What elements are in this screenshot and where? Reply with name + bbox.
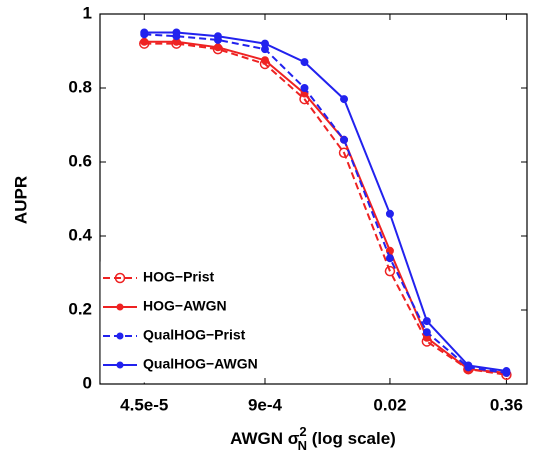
x-tick-label: 0.36 [490, 395, 523, 414]
legend-marker [116, 361, 124, 369]
point [385, 209, 394, 218]
point [384, 265, 396, 277]
y-tick-label: 0.6 [68, 151, 92, 170]
point [213, 43, 222, 52]
plot-frame [99, 13, 528, 385]
legend-box [100, 261, 260, 383]
x-tick-label: 0.02 [373, 395, 406, 414]
point [140, 37, 149, 46]
point [422, 317, 431, 326]
y-tick-label: 0.4 [68, 225, 92, 244]
point [172, 28, 181, 37]
point [464, 361, 473, 370]
point [502, 367, 511, 376]
series-line [144, 33, 507, 374]
point [260, 39, 269, 48]
point [260, 56, 269, 65]
point [213, 32, 222, 41]
point [300, 58, 309, 67]
point [340, 135, 349, 144]
point [340, 95, 349, 104]
y-axis-label: AUPR [11, 176, 30, 224]
y-tick-label: 0.8 [68, 77, 92, 96]
series-line [144, 40, 507, 374]
legend-label: QualHOG−Prist [143, 327, 246, 343]
y-tick-label: 1 [83, 3, 92, 22]
series-line [144, 31, 507, 373]
x-tick-label: 4.5e-5 [120, 395, 168, 414]
point [140, 28, 149, 37]
x-tick-label: 9e-4 [248, 395, 283, 414]
point [422, 328, 431, 337]
series-line [144, 42, 507, 376]
legend-label: HOG−AWGN [143, 298, 227, 314]
legend-label: HOG−Prist [143, 269, 215, 285]
legend-marker [116, 303, 124, 311]
point [385, 254, 394, 263]
x-axis-label: AWGN σ2 N (log scale) [230, 424, 396, 453]
legend-marker [116, 332, 124, 340]
y-tick-label: 0 [83, 373, 92, 392]
y-tick-label: 0.2 [68, 299, 92, 318]
legend-marker [114, 272, 126, 284]
point [300, 84, 309, 92]
legend-label: QualHOG−AWGN [143, 356, 258, 372]
